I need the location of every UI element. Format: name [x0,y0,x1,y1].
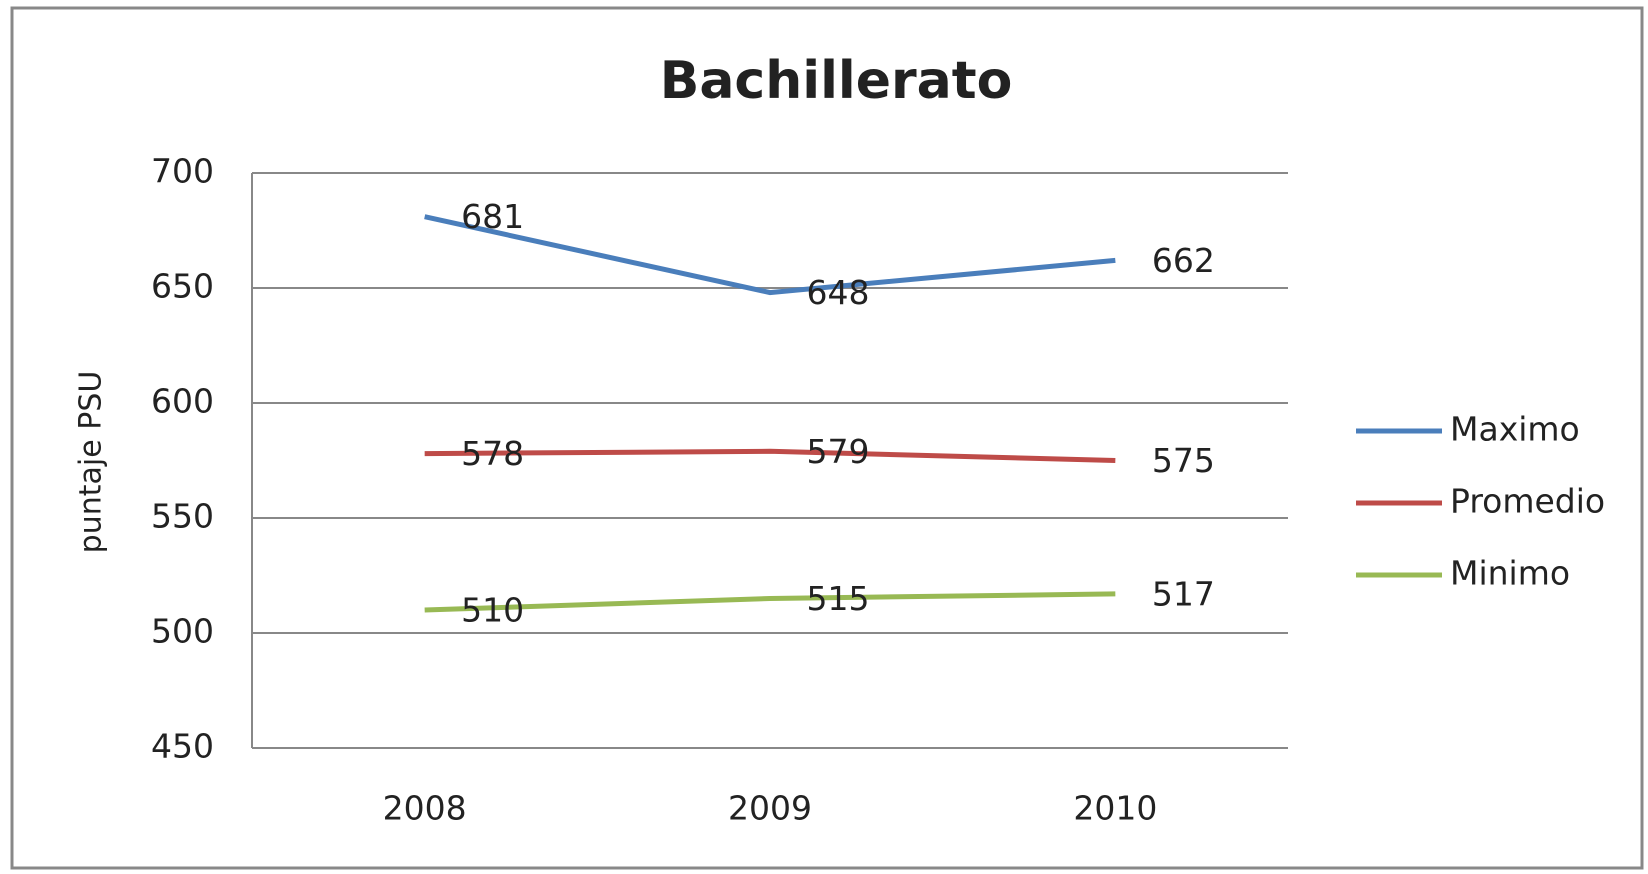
y-tick-label: 700 [151,152,214,191]
data-label: 648 [807,273,870,312]
y-tick-label: 550 [151,497,214,536]
y-tick-label: 500 [151,612,214,651]
data-label: 515 [807,579,870,618]
x-tick-label: 2008 [383,789,467,828]
data-label: 662 [1152,241,1215,280]
legend-label: Maximo [1450,410,1580,449]
data-label: 579 [807,432,870,471]
data-label: 578 [461,434,524,473]
y-tick-label: 600 [151,382,214,421]
legend-label: Minimo [1450,554,1570,593]
data-label: 681 [461,197,524,236]
y-tick-label: 650 [151,267,214,306]
chart-title: Bachillerato [660,51,1013,111]
data-label: 510 [461,591,524,630]
series-line [424,214,1116,296]
x-tick-label: 2010 [1073,789,1157,828]
data-label: 575 [1152,441,1215,480]
chart-frame [10,6,1644,870]
legend-label: Promedio [1450,482,1605,521]
y-tick-label: 450 [151,727,214,766]
y-axis-label: puntaje PSU [74,371,109,554]
data-label: 517 [1152,574,1215,613]
x-tick-label: 2009 [728,789,812,828]
series-line [424,591,1116,613]
series-line [424,448,1116,463]
